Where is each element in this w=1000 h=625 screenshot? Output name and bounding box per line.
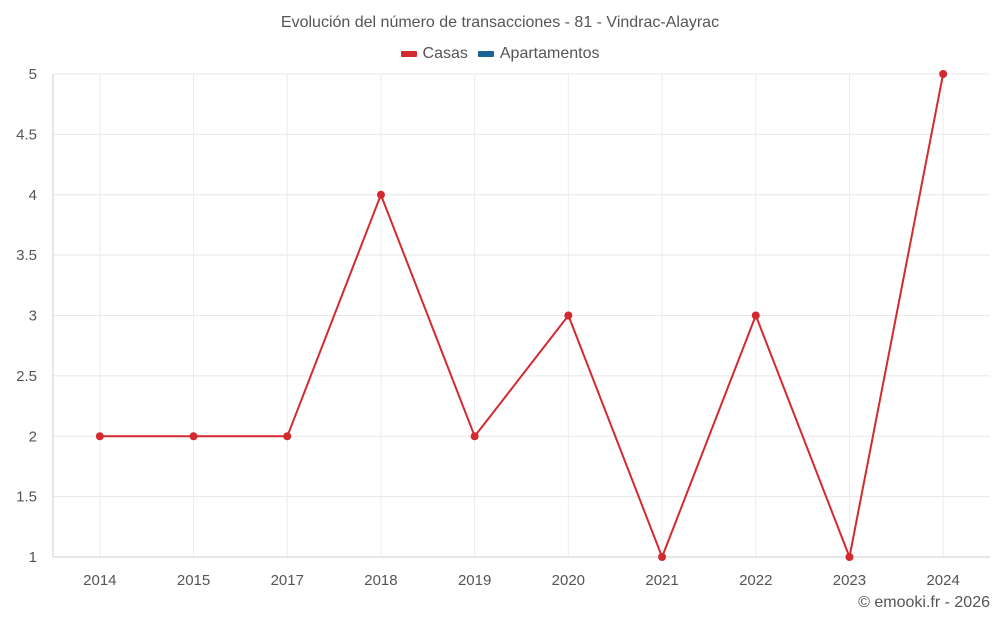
credit-text: © emooki.fr - 2026 — [858, 594, 990, 611]
data-point — [939, 70, 948, 78]
legend-swatch-apartamentos — [477, 51, 494, 57]
legend-label-apartamentos: Apartamentos — [499, 45, 600, 62]
x-tick-label: 2022 — [739, 572, 772, 589]
x-tick-label: 2014 — [83, 572, 116, 589]
legend-swatch-casas — [400, 51, 417, 57]
legend-item-casas[interactable]: Casas — [400, 45, 468, 63]
legend-label-casas: Casas — [422, 45, 468, 62]
y-tick-label: 1.5 — [16, 489, 37, 506]
data-point — [283, 432, 292, 441]
data-point — [376, 190, 385, 199]
y-tick-label: 2.5 — [16, 368, 37, 385]
data-point — [658, 553, 667, 561]
data-point — [845, 553, 854, 561]
series-line-casas — [99, 73, 945, 558]
chart-title: Evolución del número de transacciones - … — [280, 14, 720, 31]
x-tick-label: 2021 — [645, 572, 678, 589]
x-tick-label: 2017 — [271, 572, 304, 589]
y-tick-label: 1 — [29, 549, 37, 566]
y-tick-label: 2 — [29, 428, 37, 445]
x-tick-label: 2018 — [364, 572, 397, 589]
x-tick-label: 2015 — [177, 572, 210, 589]
x-tick-label: 2020 — [552, 572, 585, 589]
legend-item-apartamentos[interactable]: Apartamentos — [477, 45, 600, 63]
x-tick-label: 2019 — [458, 572, 491, 589]
y-tick-label: 3.5 — [16, 247, 37, 264]
data-point — [189, 432, 198, 441]
y-tick-label: 4 — [29, 187, 37, 204]
y-tick-label: 4.5 — [16, 126, 37, 143]
legend: Casas Apartamentos — [0, 45, 1000, 63]
x-tick-label: 2023 — [833, 572, 866, 589]
data-point — [470, 432, 479, 441]
y-tick-label: 5 — [29, 66, 37, 83]
data-point — [564, 311, 573, 320]
x-tick-label: 2024 — [926, 572, 959, 589]
data-point — [751, 311, 760, 320]
y-tick-label: 3 — [29, 308, 37, 325]
data-point — [95, 432, 104, 441]
